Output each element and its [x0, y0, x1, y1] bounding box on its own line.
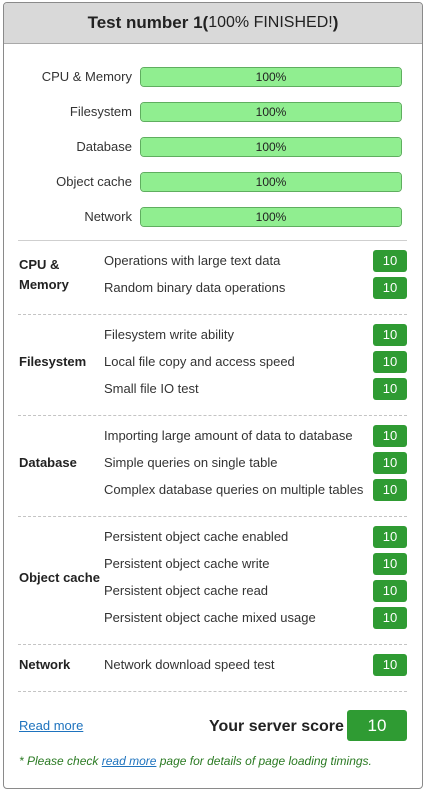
progress-row: Object cache 100%: [4, 172, 422, 194]
test-score-badge: 10: [373, 479, 407, 501]
group-name-line: Filesystem: [19, 354, 87, 369]
result-group: CPU & Memory Operations with large text da…: [4, 250, 422, 299]
progress-fill: [141, 68, 401, 86]
test-score-badge: 10: [373, 250, 407, 272]
section-divider: [18, 516, 407, 517]
group-name: Filesystem: [19, 352, 104, 372]
progress-fill: [141, 208, 401, 226]
progress-label: Network: [84, 209, 132, 224]
progress-label: CPU & Memory: [41, 69, 132, 84]
test-item-label: Persistent object cache write: [104, 556, 270, 571]
section-divider: [18, 644, 407, 645]
progress-row: Network 100%: [4, 207, 422, 229]
progress-label: Filesystem: [69, 104, 132, 119]
test-item: Random binary data operations 10: [104, 277, 409, 299]
progress-bar: 100%: [140, 172, 402, 192]
timing-note: * Please check read more page for detail…: [19, 754, 372, 768]
progress-percent: 100%: [255, 105, 287, 119]
test-item: Importing large amount of data to databa…: [104, 425, 409, 447]
group-name: Network: [19, 655, 104, 675]
test-item-label: Simple queries on single table: [104, 455, 278, 470]
group-name-line: Network: [19, 657, 71, 672]
test-item: Small file IO test 10: [104, 378, 409, 400]
test-item: Operations with large text data 10: [104, 250, 409, 272]
test-score-badge: 10: [373, 378, 407, 400]
test-result-panel: Test number 1 (100% FINISHED!) CPU & Mem…: [3, 2, 423, 789]
test-score-badge: 10: [373, 351, 407, 373]
test-item-label: Persistent object cache enabled: [104, 529, 289, 544]
test-score-badge: 10: [373, 425, 407, 447]
test-item-label: Filesystem write ability: [104, 327, 235, 342]
progress-percent: 100%: [255, 140, 287, 154]
test-item-label: Random binary data operations: [104, 280, 286, 295]
test-score-badge: 10: [373, 607, 407, 629]
group-name-line: Object cache: [19, 569, 100, 585]
test-score-badge: 10: [373, 553, 407, 575]
result-group: Database Importing large amount of data t…: [4, 425, 422, 501]
test-score-badge: 10: [373, 654, 407, 676]
section-divider: [18, 240, 407, 241]
test-score-badge: 10: [373, 452, 407, 474]
test-item: Persistent object cache read 10: [104, 580, 409, 602]
section-divider: [18, 314, 407, 315]
test-score-badge: 10: [373, 324, 407, 346]
test-item-label: Local file copy and access speed: [104, 354, 295, 369]
progress-bar: 100%: [140, 207, 402, 227]
test-item-label: Operations with large text data: [104, 253, 281, 268]
test-item: Complex database queries on multiple tab…: [104, 479, 409, 501]
progress-fill: [141, 103, 401, 121]
progress-label: Object cache: [56, 174, 132, 189]
test-item-label: Persistent object cache mixed usage: [104, 610, 316, 625]
test-score-badge: 10: [373, 580, 407, 602]
progress-row: Database 100%: [4, 137, 422, 159]
test-score-badge: 10: [373, 526, 407, 548]
test-item-label: Importing large amount of data to databa…: [104, 428, 353, 443]
progress-percent: 100%: [255, 70, 287, 84]
progress-fill: [141, 138, 401, 156]
read-more-link[interactable]: Read more: [19, 718, 84, 733]
note-read-more-link[interactable]: read more: [101, 754, 157, 768]
test-item: Simple queries on single table 10: [104, 452, 409, 474]
test-status: 100% FINISHED!: [208, 14, 333, 31]
group-name: Object cache: [19, 568, 104, 588]
status-paren-open: (: [202, 13, 209, 32]
test-item: Local file copy and access speed 10: [104, 351, 409, 373]
progress-fill: [141, 173, 401, 191]
progress-bar: 100%: [140, 102, 402, 122]
progress-row: CPU & Memory 100%: [4, 67, 422, 89]
result-group: Network Network download speed test 10: [4, 654, 422, 676]
group-name-line: Database: [19, 455, 77, 470]
progress-bar: 100%: [140, 137, 402, 157]
test-item-label: Persistent object cache read: [104, 583, 269, 598]
test-item-label: Complex database queries on multiple tab…: [104, 482, 364, 497]
group-name-line: Memory: [19, 276, 69, 292]
test-item: Persistent object cache mixed usage 10: [104, 607, 409, 629]
section-divider: [18, 415, 407, 416]
result-group: Filesystem Filesystem write ability 10 Loca…: [4, 324, 422, 400]
progress-label: Database: [76, 139, 132, 154]
progress-bar: 100%: [140, 67, 402, 87]
group-name-line: CPU &: [19, 256, 60, 272]
test-item: Filesystem write ability 10: [104, 324, 409, 346]
panel-header: Test number 1 (100% FINISHED!): [4, 3, 422, 44]
note-suffix: page for details of page loading timings…: [156, 754, 372, 768]
test-item-label: Small file IO test: [104, 381, 199, 396]
result-group: Object cache Persistent object cache enab…: [4, 526, 422, 629]
server-score-label: Your server score: [209, 718, 344, 735]
test-title: Test number 1: [87, 13, 203, 32]
test-item-label: Network download speed test: [104, 657, 275, 672]
group-name: CPU & Memory: [19, 255, 104, 295]
progress-percent: 100%: [255, 210, 287, 224]
progress-percent: 100%: [255, 175, 287, 189]
status-paren-close: ): [332, 13, 339, 32]
progress-row: Filesystem 100%: [4, 102, 422, 124]
section-divider: [18, 691, 407, 692]
test-score-badge: 10: [373, 277, 407, 299]
test-item: Persistent object cache write 10: [104, 553, 409, 575]
group-name: Database: [19, 453, 104, 473]
note-prefix: * Please check: [19, 754, 102, 768]
test-item: Network download speed test 10: [104, 654, 409, 676]
server-score-badge: 10: [347, 710, 407, 741]
test-item: Persistent object cache enabled 10: [104, 526, 409, 548]
